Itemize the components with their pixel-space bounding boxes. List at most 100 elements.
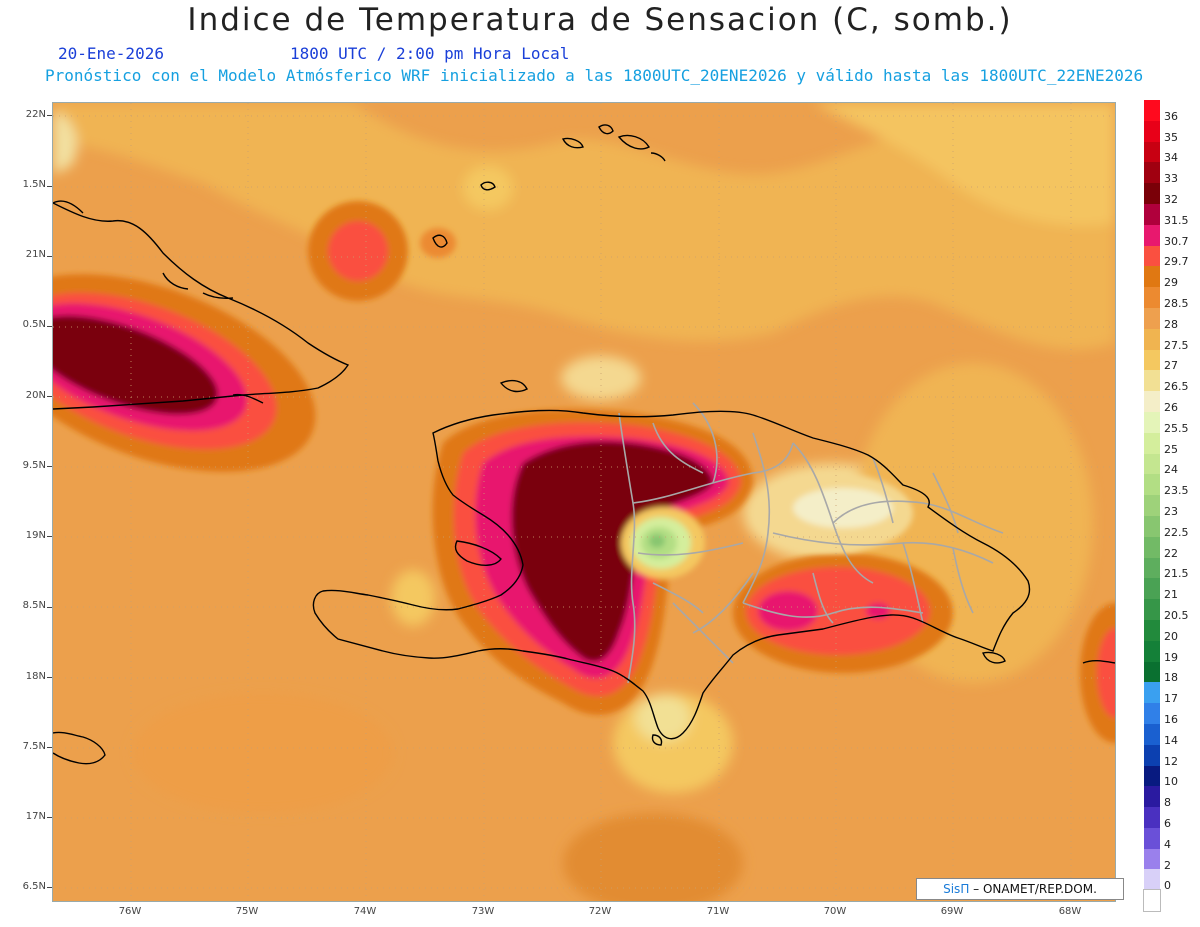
hot-zone-cuba <box>53 274 316 472</box>
colorbar-swatch <box>1144 744 1160 766</box>
colorbar-swatch <box>1144 183 1160 204</box>
y-axis-label: 21N <box>25 249 46 260</box>
colorbar-swatch <box>1144 765 1160 787</box>
colorbar-swatch <box>1144 807 1160 828</box>
heat-index-field <box>53 103 1115 901</box>
colorbar-swatch <box>1144 557 1160 579</box>
colorbar-label: 0 <box>1164 879 1171 893</box>
colorbar-swatch <box>1144 245 1160 267</box>
colorbar-swatch <box>1144 599 1160 620</box>
colorbar-label: 21.5 <box>1164 567 1189 581</box>
x-axis-label: 71W <box>706 906 730 917</box>
y-tick <box>47 115 52 116</box>
colorbar-label: 26 <box>1164 401 1178 414</box>
colorbar-swatch <box>1144 141 1160 163</box>
colorbar-label: 27.5 <box>1164 338 1189 352</box>
colorbar-label: 27 <box>1164 359 1178 373</box>
x-axis-label: 68W <box>1058 906 1082 917</box>
colorbar-label: 30.7 <box>1164 234 1189 248</box>
y-tick <box>47 186 52 187</box>
colorbar-swatch <box>1144 578 1160 600</box>
forecast-date: 20-Ene-2026 <box>58 44 164 63</box>
y-axis-label: 6.5N <box>22 881 46 892</box>
colorbar-label: 33 <box>1164 172 1178 186</box>
model-description: Pronóstico con el Modelo Atmósferico WRF… <box>45 66 1144 85</box>
graticule <box>53 103 1115 901</box>
colorbar-label: 26.5 <box>1164 380 1189 394</box>
y-axis-label: 17N <box>25 811 46 822</box>
coastlines <box>53 124 1115 765</box>
colorbar-swatch <box>1144 786 1160 808</box>
colorbar-swatch <box>1144 848 1160 870</box>
colorbar-swatch <box>1144 100 1160 121</box>
y-tick <box>47 536 52 537</box>
colorbar-label: 2 <box>1164 858 1171 872</box>
y-axis-label: 20N <box>25 390 46 401</box>
x-axis-label: 70W <box>823 906 847 917</box>
colorbar-label: 10 <box>1164 775 1178 789</box>
colorbar-label: 21 <box>1164 588 1178 602</box>
colorbar-label: 25 <box>1164 442 1178 456</box>
colorbar-swatch <box>1144 827 1160 849</box>
colorbar-swatch <box>1144 203 1160 225</box>
x-axis-label: 69W <box>940 906 964 917</box>
colorbar-label: 28 <box>1164 317 1178 331</box>
colorbar-label: 31.5 <box>1164 213 1189 227</box>
colorbar-label: 16 <box>1164 713 1178 726</box>
colorbar-swatch <box>1144 536 1160 558</box>
y-axis-label: 7.5N <box>22 741 46 752</box>
y-tick <box>47 256 52 257</box>
colorbar-label: 29 <box>1164 276 1178 290</box>
colorbar-label: 24 <box>1164 463 1178 477</box>
colorbar-label: 12 <box>1164 754 1178 768</box>
y-axis-label: 18N <box>25 671 46 682</box>
colorbar-swatch <box>1144 120 1160 142</box>
colorbar-swatch <box>1144 432 1160 454</box>
y-axis-label: 22N <box>25 109 46 120</box>
colorbar <box>1143 100 1161 913</box>
colorbar-label: 23.5 <box>1164 484 1189 498</box>
colorbar-label: 20 <box>1164 629 1178 643</box>
heat-index-map <box>52 102 1116 902</box>
credit-text: – ONAMET/REP.DOM. <box>973 882 1097 896</box>
credit-box: SisΠ – ONAMET/REP.DOM. <box>916 878 1124 900</box>
x-axis-label: 76W <box>118 906 142 917</box>
x-axis-label: 72W <box>588 906 612 917</box>
y-axis-label: 19N <box>25 530 46 541</box>
y-tick <box>47 747 52 748</box>
colorbar-swatch <box>1144 307 1160 329</box>
colorbar-swatch <box>1144 474 1160 496</box>
colorbar-swatch <box>1144 640 1160 662</box>
x-axis-label: 75W <box>235 906 259 917</box>
colorbar-swatch <box>1144 349 1160 371</box>
colorbar-label: 28.5 <box>1164 297 1189 310</box>
colorbar-swatch <box>1144 453 1160 475</box>
map-title: Indice de Temperatura de Sensacion (C, s… <box>187 2 1013 38</box>
cool-zone-northeast-dr <box>753 473 913 553</box>
colorbar-label: 34 <box>1164 151 1178 165</box>
y-axis-label: 1.5N <box>22 179 46 190</box>
y-tick <box>47 887 52 888</box>
y-axis-label: 8.5N <box>22 600 46 611</box>
colorbar-swatch <box>1144 682 1160 704</box>
y-tick <box>47 817 52 818</box>
colorbar-label: 8 <box>1164 796 1171 810</box>
colorbar-label: 22 <box>1164 546 1178 560</box>
colorbar-swatch <box>1144 661 1160 683</box>
y-tick <box>47 466 52 467</box>
x-axis-label: 73W <box>471 906 495 917</box>
colorbar-swatch <box>1144 224 1160 246</box>
colorbar-swatch <box>1144 266 1160 288</box>
y-tick <box>47 396 52 397</box>
colorbar-label: 14 <box>1164 733 1178 747</box>
colorbar-label: 35 <box>1164 130 1178 144</box>
colorbar-label: 36 <box>1164 109 1178 123</box>
colorbar-label: 22.5 <box>1164 525 1189 539</box>
colorbar-swatch <box>1144 619 1160 641</box>
colorbar-swatch <box>1144 370 1160 392</box>
colorbar-label: 29.7 <box>1164 255 1189 269</box>
y-tick <box>47 677 52 678</box>
colorbar-label: 25.5 <box>1164 421 1189 435</box>
colorbar-swatch <box>1143 889 1161 913</box>
colorbar-swatch <box>1144 287 1160 308</box>
